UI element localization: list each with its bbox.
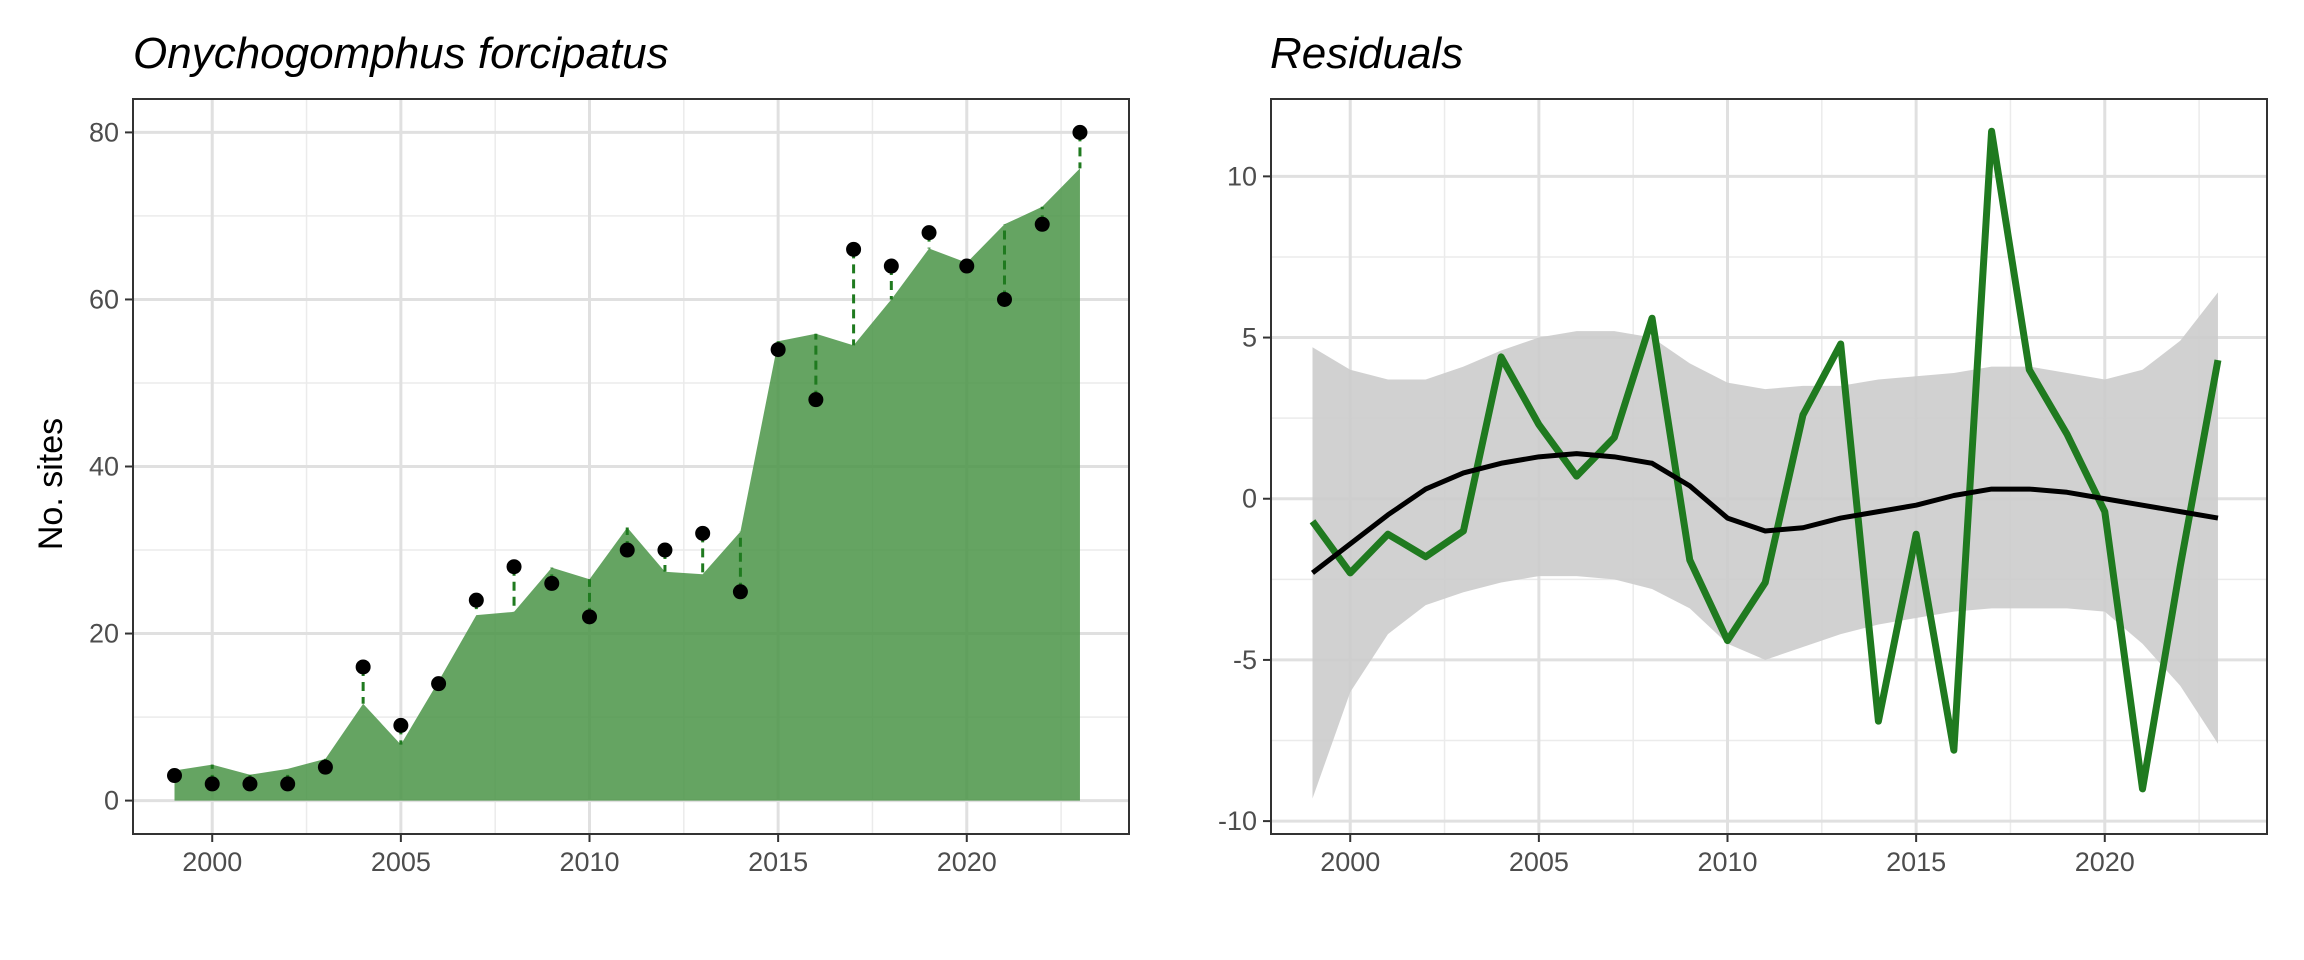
smooth-trend-line: [1310, 451, 2219, 575]
observed-point: [544, 575, 560, 591]
left-y-tick-label: 60: [89, 284, 119, 314]
left-y-axis-title: No. sites: [32, 418, 70, 550]
left-chart-title: Onychogomphus forcipatus: [133, 29, 669, 78]
observed-point: [355, 659, 371, 675]
observed-point: [506, 559, 522, 575]
observed-point: [997, 291, 1012, 307]
left-x-tick-label: 2010: [559, 847, 619, 877]
right-chart-title: Residuals: [1270, 29, 1463, 78]
right-y-tick-label: 5: [1242, 323, 1257, 353]
observed-point: [431, 676, 447, 692]
left-x-tick-label: 2000: [182, 847, 242, 877]
observed-point: [657, 542, 673, 558]
observed-point: [280, 776, 296, 792]
left-x-tick-label: 2015: [748, 847, 808, 877]
observed-point: [770, 342, 786, 358]
observed-point: [695, 525, 711, 541]
residuals-line: [1309, 127, 2222, 793]
left-y-tick-label: 0: [104, 786, 119, 816]
right-panel-border: [1270, 98, 2268, 835]
right-y-tick-label: 0: [1242, 484, 1257, 514]
left-x-tick-label: 2020: [937, 847, 997, 877]
left-y-tick-label: 40: [89, 452, 119, 482]
right-x-tick-label: 2010: [1697, 847, 1757, 877]
observed-point: [619, 542, 635, 558]
right-x-tick-label: 2005: [1509, 847, 1569, 877]
observed-point: [959, 258, 975, 274]
fitted-area: [174, 168, 1080, 801]
right-x-tick-label: 2015: [1886, 847, 1946, 877]
right-y-tick-label: -10: [1218, 806, 1257, 836]
right-x-tick-label: 2000: [1320, 847, 1380, 877]
observed-point: [317, 759, 333, 775]
observed-point: [582, 609, 597, 625]
observed-point: [468, 592, 484, 608]
observed-point: [204, 776, 220, 792]
observed-point: [732, 584, 748, 600]
right-x-tick-label: 2020: [2075, 847, 2135, 877]
observed-point: [1072, 124, 1088, 140]
observed-point: [846, 241, 862, 257]
observed-point: [921, 225, 937, 241]
observed-point: [393, 717, 409, 733]
left-y-tick-label: 20: [89, 619, 119, 649]
observed-point: [883, 258, 899, 274]
left-x-tick-label: 2005: [371, 847, 431, 877]
observed-point: [1034, 216, 1050, 232]
right-y-tick-label: 10: [1227, 161, 1257, 191]
observed-point: [167, 768, 182, 784]
observed-point: [242, 776, 258, 792]
right-y-tick-label: -5: [1233, 645, 1257, 675]
left-y-tick-label: 80: [89, 117, 119, 147]
chart-panels: 2000 2005 2010 2015 2020 0 20 40 60 80 2000 2005 201…: [89, 98, 2268, 877]
observed-point: [808, 392, 824, 408]
